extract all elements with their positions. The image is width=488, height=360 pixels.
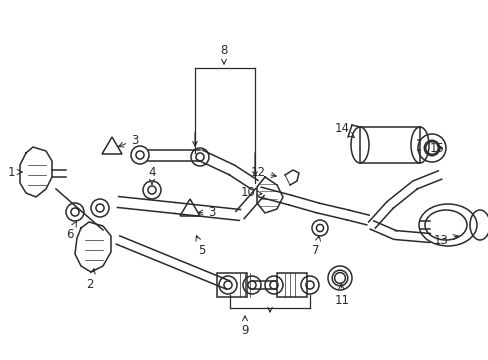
Text: 8: 8 <box>220 44 227 64</box>
Bar <box>217 273 246 297</box>
Text: 4: 4 <box>148 166 156 184</box>
Text: 12: 12 <box>250 166 276 179</box>
Text: 5: 5 <box>196 235 205 257</box>
Text: 14: 14 <box>334 122 354 138</box>
Text: 15: 15 <box>429 141 444 154</box>
Text: 6: 6 <box>66 221 76 240</box>
Text: 10: 10 <box>240 185 262 198</box>
Text: 7: 7 <box>312 236 320 257</box>
Text: 3: 3 <box>198 206 215 219</box>
Bar <box>276 273 306 297</box>
Text: 3: 3 <box>119 134 139 147</box>
Text: 2: 2 <box>86 269 95 291</box>
Bar <box>359 127 419 163</box>
Text: 13: 13 <box>433 234 457 247</box>
Text: 11: 11 <box>334 284 349 306</box>
Text: 1: 1 <box>8 166 22 179</box>
Text: 9: 9 <box>241 316 248 337</box>
